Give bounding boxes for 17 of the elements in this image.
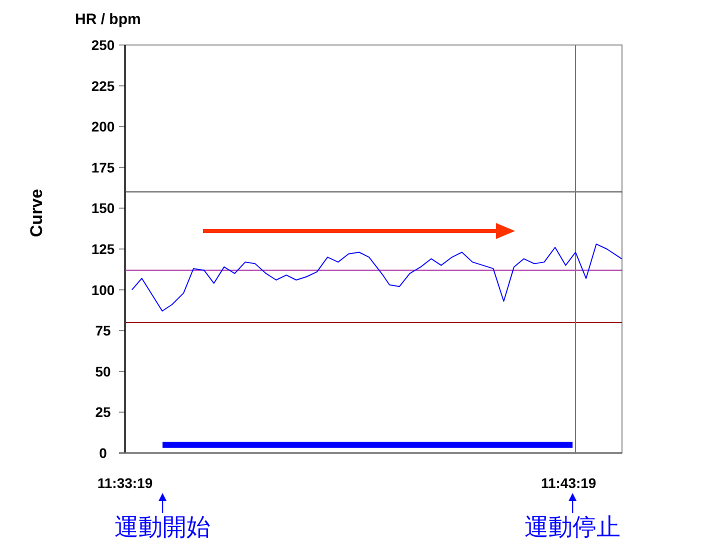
ytick-label: 25 bbox=[95, 404, 111, 420]
xtick-label: 11:43:19 bbox=[540, 475, 596, 491]
annotation: 運動開始 bbox=[114, 514, 211, 541]
ytick-label: 100 bbox=[91, 282, 115, 298]
ytick-label: 75 bbox=[95, 322, 111, 339]
ytick-label: 175 bbox=[91, 159, 115, 176]
ylabel: Curve bbox=[27, 188, 46, 238]
ytick-label: 250 bbox=[91, 37, 115, 53]
annotation: 運動停止 bbox=[524, 514, 621, 541]
xtick-label: 11:33:19 bbox=[97, 475, 153, 491]
ytick-label: 150 bbox=[91, 200, 115, 216]
ytick-label: 200 bbox=[91, 118, 115, 135]
ytick-label: 0 bbox=[99, 445, 107, 461]
title: HR / bpm bbox=[75, 11, 141, 28]
ytick-label: 225 bbox=[91, 78, 115, 94]
ytick-label: 125 bbox=[91, 241, 115, 257]
ytick-label: 50 bbox=[95, 363, 111, 380]
